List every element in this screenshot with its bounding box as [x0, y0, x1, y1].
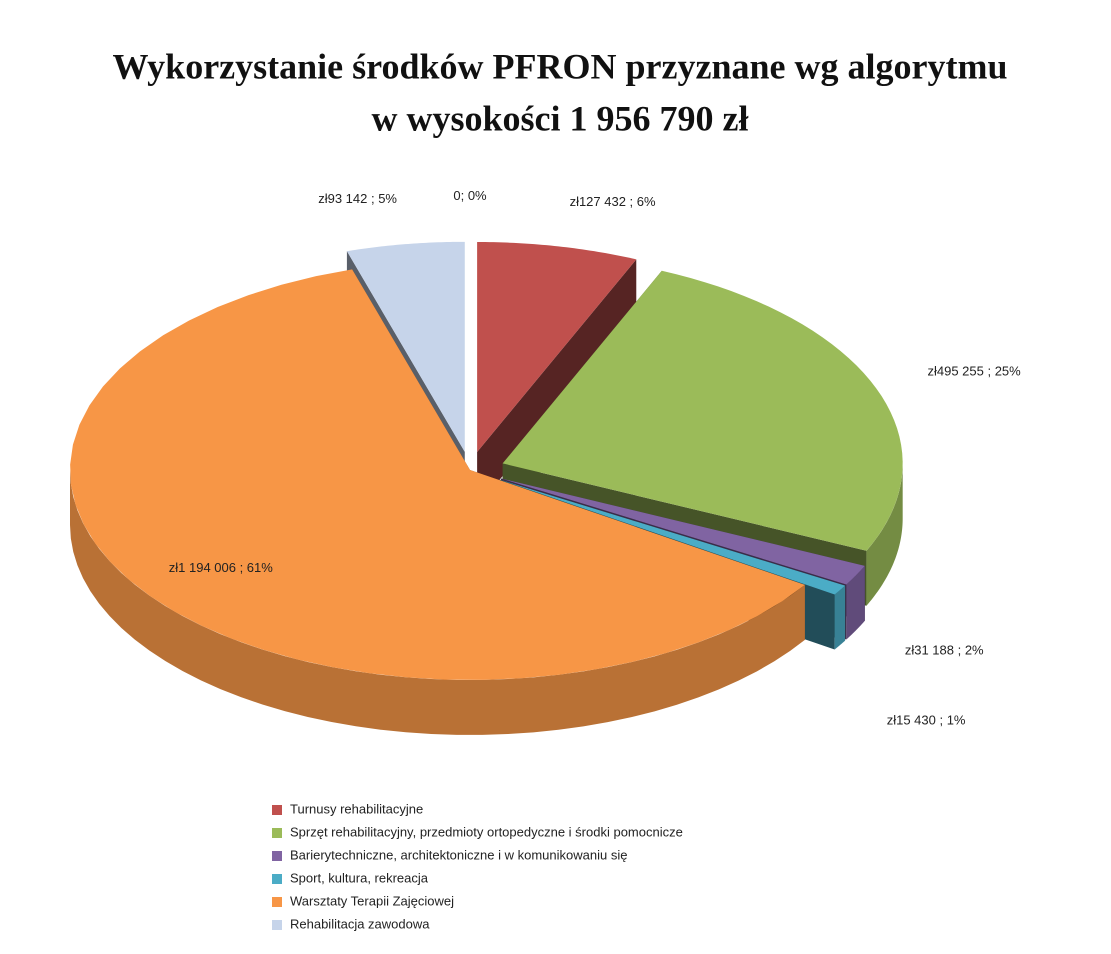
slice [70, 269, 805, 680]
data-label: zł1 194 006 ; 61% [169, 560, 274, 575]
legend-swatch [272, 828, 282, 838]
slice-rim [866, 463, 903, 606]
data-label: zł495 255 ; 25% [927, 364, 1021, 379]
slice [502, 270, 903, 551]
data-label: 0; 0% [453, 188, 487, 203]
legend-label: Turnusy rehabilitacyjne [290, 801, 423, 816]
data-label: zł31 188 ; 2% [905, 642, 984, 657]
legend-swatch [272, 874, 282, 884]
slice [477, 242, 637, 453]
chart-title: Wykorzystanie środków PFRON przyznane wg… [113, 46, 1008, 86]
chart-title: w wysokości 1 956 790 zł [372, 98, 749, 138]
legend-swatch [272, 851, 282, 861]
slice [499, 479, 846, 595]
slice [501, 478, 865, 585]
legend-swatch [272, 897, 282, 907]
slice-rim [834, 585, 846, 650]
legend-label: Sport, kultura, rekreacja [290, 870, 429, 885]
slice-wall [477, 259, 637, 508]
legend-label: Rehabilitacja zawodowa [290, 916, 430, 931]
data-label: zł93 142 ; 5% [318, 191, 397, 206]
legend-swatch [272, 920, 282, 930]
legend-label: Warsztaty Terapii Zajęciowej [290, 893, 454, 908]
slice [346, 241, 465, 452]
slice-rim [70, 470, 805, 735]
data-label: zł15 430 ; 1% [887, 712, 966, 727]
data-label: zł127 432 ; 6% [570, 194, 656, 209]
legend-swatch [272, 805, 282, 815]
legend-label: Barierytechniczne, architektoniczne i w … [290, 847, 627, 862]
slice-tops [70, 241, 903, 680]
legend-label: Sprzęt rehabilitacyjny, przedmioty ortop… [290, 824, 683, 839]
slice-rim [846, 565, 865, 640]
